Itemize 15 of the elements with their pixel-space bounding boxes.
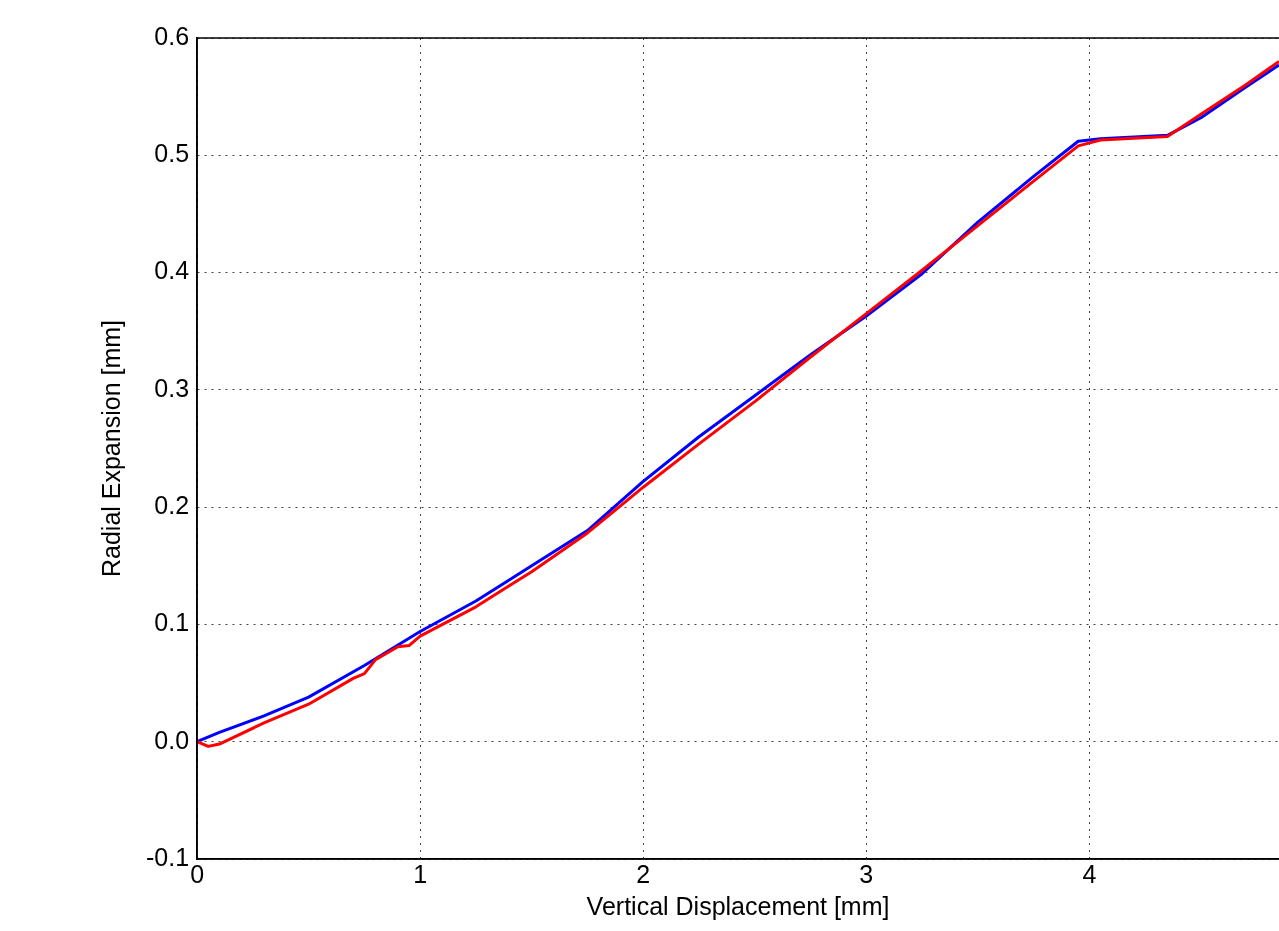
x-tick-label: 0 — [190, 859, 205, 888]
x-tick-label: 4 — [1082, 859, 1097, 888]
y-tick-label: 0.1 — [154, 608, 190, 637]
y-tick-label: 0.0 — [154, 725, 190, 754]
x-axis-title: Vertical Displacement [mm] — [586, 891, 890, 920]
x-tick-label: 2 — [636, 859, 651, 888]
y-tick-label: -0.1 — [145, 842, 190, 871]
y-tick-label: 0.4 — [154, 256, 190, 285]
y-axis-title: Radial Expansion [mm] — [96, 319, 125, 578]
y-tick-label: 0.6 — [154, 21, 190, 50]
y-tick-label: 0.5 — [154, 139, 190, 168]
y-tick-label: 0.2 — [154, 491, 190, 520]
x-tick-label: 3 — [859, 859, 874, 888]
x-tick-label: 1 — [413, 859, 428, 888]
y-tick-label: 0.3 — [154, 373, 190, 402]
